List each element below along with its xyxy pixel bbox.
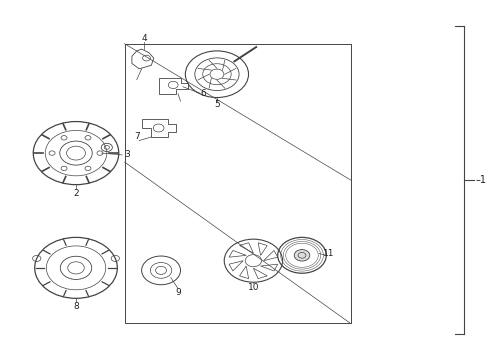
Text: 4: 4 [141, 34, 147, 43]
Text: 2: 2 [73, 189, 79, 198]
Circle shape [294, 249, 310, 261]
Text: 9: 9 [175, 288, 181, 297]
Text: 8: 8 [73, 302, 79, 311]
Text: 6: 6 [200, 89, 206, 98]
Text: 11: 11 [323, 249, 334, 258]
Text: 7: 7 [134, 132, 140, 141]
Text: 5: 5 [214, 100, 220, 109]
Text: –1: –1 [476, 175, 487, 185]
Text: 10: 10 [247, 283, 259, 292]
Text: 3: 3 [124, 150, 130, 159]
